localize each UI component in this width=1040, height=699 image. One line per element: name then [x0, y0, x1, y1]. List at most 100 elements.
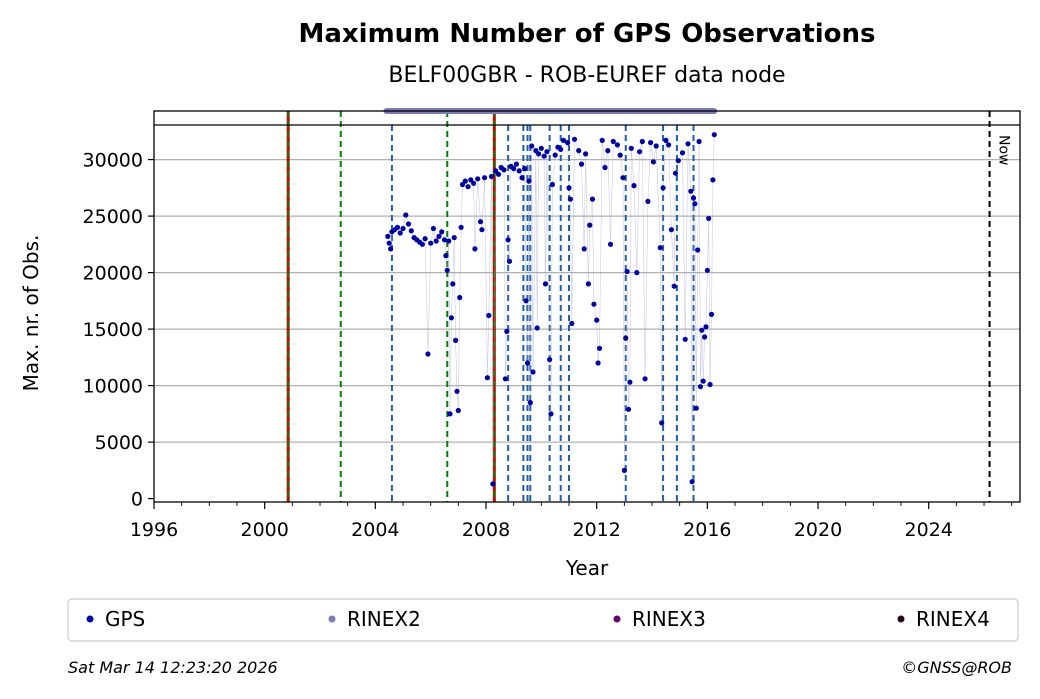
legend-label-rinex3: RINEX3: [632, 607, 706, 631]
gps-point-113: [631, 183, 637, 189]
xtick-label-2024: 2024: [905, 519, 953, 541]
gps-point-82: [560, 137, 567, 143]
gps-point-15: [422, 236, 428, 242]
gps-point-129: [672, 170, 679, 176]
gps-point-1: [386, 240, 392, 246]
ytick-label-25000: 25000: [83, 206, 143, 228]
gps-point-132: [682, 336, 688, 342]
gps-point-40: [472, 246, 478, 252]
gps-point-6: [397, 230, 403, 236]
gps-point-89: [578, 161, 585, 167]
gps-point-20: [436, 233, 442, 239]
xtick-label-2012: 2012: [573, 519, 621, 541]
x-axis-ticks: 1996 2000 2004 2008 2012 2016 2020 2024: [130, 502, 1013, 541]
gps-point-130: [675, 158, 681, 164]
gps-point-142: [699, 327, 705, 333]
gps-point-41: [475, 176, 481, 182]
legend-item-rinex3: RINEX3: [613, 607, 706, 631]
gps-point-64: [524, 360, 531, 366]
gps-point-9: [405, 221, 412, 227]
gps-point-70: [534, 325, 540, 331]
now-label: Now: [996, 135, 1012, 166]
event-lines: [286, 111, 991, 502]
gps-point-99: [599, 137, 605, 143]
gps-point-75: [544, 149, 550, 155]
gps-point-101: [605, 148, 611, 154]
ytick-label-30000: 30000: [83, 150, 143, 172]
gps-point-77: [548, 411, 554, 417]
xtick-label-2004: 2004: [351, 519, 399, 541]
ytick-label-0: 0: [131, 489, 143, 511]
gps-point-63: [523, 298, 529, 304]
gps-point-133: [685, 141, 691, 147]
gps-point-81: [558, 146, 564, 152]
gps-point-135: [689, 479, 695, 485]
gps-point-37: [465, 184, 471, 190]
gps-point-126: [666, 142, 672, 148]
gps-point-8: [403, 212, 409, 218]
gps-point-55: [505, 237, 511, 243]
gps-point-114: [634, 270, 640, 276]
gps-point-23: [443, 253, 449, 259]
footer-timestamp: Sat Mar 14 12:23:20 2026: [68, 658, 278, 677]
gps-point-22: [441, 237, 448, 243]
ytick-label-5000: 5000: [95, 432, 143, 454]
xtick-label-1996: 1996: [130, 519, 178, 541]
gps-point-74: [542, 281, 549, 287]
gps-point-62: [522, 166, 528, 172]
gps-point-119: [648, 140, 654, 146]
gps-point-143: [700, 378, 706, 384]
gps-point-44: [482, 175, 488, 181]
xtick-label-2020: 2020: [794, 519, 842, 541]
gps-point-148: [707, 381, 713, 388]
xtick-label-2008: 2008: [462, 519, 510, 541]
gps-point-73: [541, 153, 547, 159]
chart-title: Maximum Number of GPS Observations: [298, 19, 875, 49]
gps-point-98: [596, 345, 603, 351]
gps-point-137: [692, 201, 698, 207]
gps-point-102: [607, 241, 614, 247]
gps-point-111: [627, 379, 633, 385]
x-axis-label: Year: [565, 556, 609, 580]
gps-point-79: [552, 152, 558, 158]
gps-point-45: [484, 375, 490, 381]
gps-point-7: [400, 225, 406, 232]
gps-point-26: [447, 411, 453, 417]
gps-point-34: [458, 224, 464, 230]
gps-point-125: [663, 137, 669, 143]
gps-point-19: [433, 238, 439, 244]
gps-point-116: [639, 138, 645, 145]
gps-point-146: [704, 267, 711, 273]
gps-point-21: [439, 229, 445, 235]
gps-point-103: [610, 138, 616, 145]
gps-point-33: [457, 294, 463, 301]
gps-point-122: [657, 245, 663, 251]
legend-marker-gps: [86, 615, 94, 623]
legend-marker-rinex4: [897, 615, 905, 623]
gps-point-66: [527, 400, 533, 406]
gps-point-123: [659, 420, 665, 426]
gps-point-93: [587, 222, 593, 228]
gps-point-139: [695, 247, 701, 253]
ytick-label-20000: 20000: [83, 263, 143, 285]
legend-marker-rinex2: [328, 615, 336, 623]
gps-point-5: [394, 224, 401, 230]
gps-point-25: [446, 238, 452, 244]
gps-point-128: [671, 283, 677, 289]
gps-point-115: [637, 149, 643, 155]
gps-point-76: [547, 357, 553, 363]
gps-point-60: [516, 168, 522, 174]
plot-frame: [153, 110, 1021, 503]
gps-point-65: [526, 178, 532, 184]
ytick-label-15000: 15000: [83, 319, 143, 341]
y-axis-label: Max. nr. of Obs.: [19, 235, 43, 392]
gps-point-68: [530, 369, 536, 375]
legend-box: [67, 598, 1019, 642]
gps-point-108: [623, 335, 629, 341]
gps-point-124: [660, 185, 666, 191]
gps-point-47: [488, 173, 495, 180]
gps-point-117: [642, 376, 648, 382]
gps-point-140: [696, 138, 702, 145]
gps-point-131: [679, 150, 686, 156]
